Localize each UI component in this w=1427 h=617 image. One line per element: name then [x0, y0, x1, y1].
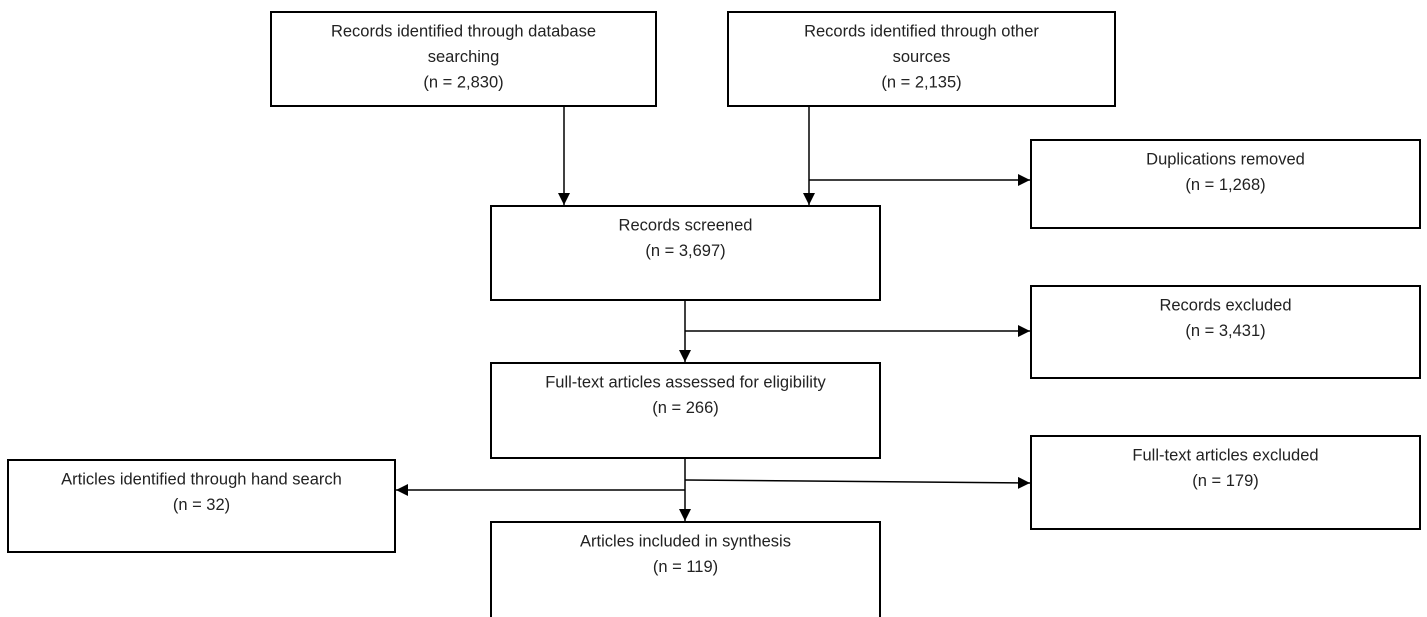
node-label: Records excluded	[1159, 296, 1291, 314]
connectors	[396, 106, 1031, 521]
arrow	[684, 476, 1031, 489]
node-label: Records screened	[619, 216, 753, 234]
node-label: (n = 1,268)	[1185, 176, 1265, 194]
node-box	[490, 362, 881, 459]
node-box	[1030, 435, 1421, 530]
node-label: Records identified through other	[804, 22, 1039, 40]
node-label: (n = 266)	[652, 399, 719, 417]
node-label: (n = 2,135)	[881, 73, 961, 91]
node-label: Full-text articles assessed for eligibil…	[545, 373, 826, 391]
node-label: Duplications removed	[1146, 150, 1305, 168]
node-label: sources	[893, 48, 951, 66]
node-box	[7, 459, 396, 553]
node-label: (n = 3,431)	[1185, 322, 1265, 340]
node-label: (n = 119)	[653, 558, 718, 576]
node-label: (n = 32)	[173, 496, 230, 514]
node-box	[1030, 285, 1421, 379]
node-label: Full-text articles excluded	[1132, 446, 1318, 464]
node-box	[490, 205, 881, 301]
node-label: Articles included in synthesis	[580, 532, 791, 550]
node-box	[727, 11, 1116, 107]
node-label: searching	[428, 48, 500, 66]
node-box	[490, 521, 881, 617]
node-label: Records identified through database	[331, 22, 596, 40]
node-label: Articles identified through hand search	[61, 470, 342, 488]
node-label: (n = 2,830)	[423, 73, 503, 91]
node-box	[1030, 139, 1421, 229]
node-label: (n = 179)	[1192, 472, 1259, 490]
node-label: (n = 3,697)	[645, 242, 725, 260]
node-box	[270, 11, 657, 107]
